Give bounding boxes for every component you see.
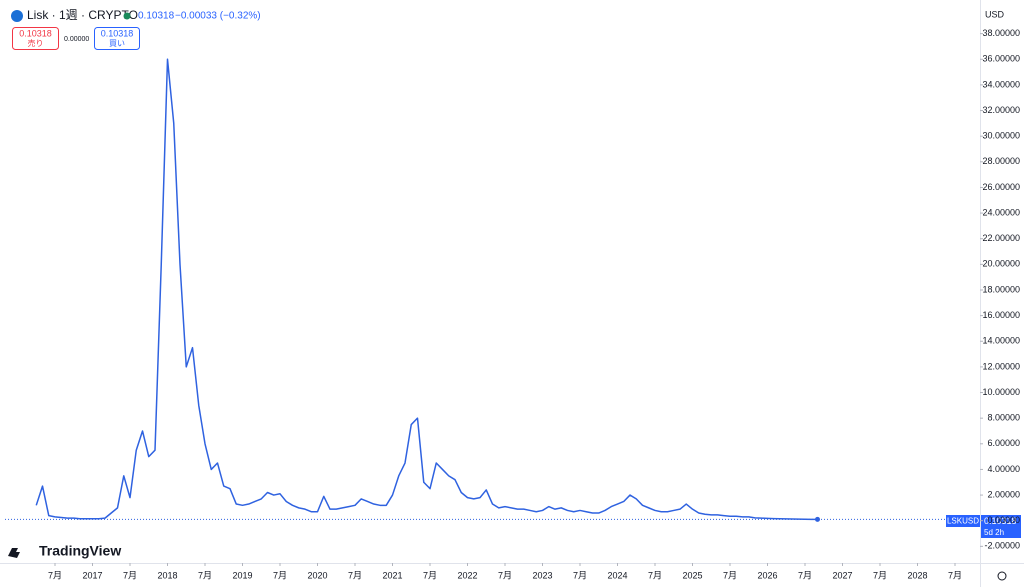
y-tick-label: 18.00000 (982, 284, 1020, 294)
sell-price: 0.10318 (19, 28, 52, 38)
plot (5, 58, 980, 522)
x-tick-label: 2017 (82, 570, 102, 580)
last-price: 0.10318 (138, 11, 175, 22)
x-tick-label: 7月 (948, 570, 962, 580)
y-tick-label: 22.00000 (982, 233, 1020, 243)
x-tick-label: 7月 (198, 570, 212, 580)
ticker: LSKUSD (947, 517, 979, 526)
buy-button[interactable] (94, 27, 140, 50)
price-tag-value: 0.10318 (984, 516, 1017, 526)
x-tick-label: 2022 (457, 570, 477, 580)
x-tick-label: 2026 (757, 570, 777, 580)
x-tick-label: 7月 (273, 570, 287, 580)
x-tick-label: 7月 (648, 570, 662, 580)
y-tick-label: 16.00000 (982, 310, 1020, 320)
x-tick-label: 2028 (907, 570, 927, 580)
spread: 0.00000 (64, 36, 89, 43)
x-tick-label: 7月 (873, 570, 887, 580)
y-tick-label: 6.00000 (987, 438, 1020, 448)
x-tick-label: 7月 (123, 570, 137, 580)
ticker-tag (946, 515, 980, 527)
legend-header: Lisk · 1週 · CRYPTO 0.10318 −0.00033 (−0.… (11, 8, 261, 50)
x-tick-label: 7月 (348, 570, 362, 580)
logo[interactable]: TradingView (39, 543, 121, 559)
x-tick-label: 7月 (723, 570, 737, 580)
x-tick-label: 7月 (498, 570, 512, 580)
x-tick-label: 7月 (423, 570, 437, 580)
settings-icon[interactable] (997, 571, 1007, 581)
x-tick-label: 7月 (48, 570, 62, 580)
y-tick-label: 36.00000 (982, 54, 1020, 64)
buy-label: 買い (109, 39, 125, 48)
price-change: −0.00033 (−0.32%) (175, 11, 261, 22)
x-tick-label: 2027 (832, 570, 852, 580)
x-tick-label: 2025 (682, 570, 702, 580)
logo-icon (8, 548, 20, 558)
price-line (35, 58, 818, 521)
x-tick-label: 2021 (382, 570, 402, 580)
x-tick-label: 2019 (232, 570, 252, 580)
symbol-icon (11, 10, 23, 22)
x-tick-label: 2024 (607, 570, 627, 580)
x-tick-label: 2018 (157, 570, 177, 580)
y-tick-label: 8.00000 (987, 413, 1020, 423)
sell-label: 売り (28, 38, 44, 48)
y-tick-label: 38.00000 (982, 28, 1020, 38)
x-tick-label: 7月 (798, 570, 812, 580)
price-tags: LSKUSD 5d 2h 0.10318 (946, 515, 1021, 538)
y-tick-label: 0.00000 (987, 515, 1020, 525)
currency[interactable]: USD (985, 9, 1005, 19)
y-tick-label: 28.00000 (982, 156, 1020, 166)
symbol-title[interactable]: Lisk · 1週 · CRYPTO (27, 8, 138, 22)
y-tick-label: 26.00000 (982, 182, 1020, 192)
last-price-dot (815, 516, 820, 522)
y-tick-label: 24.00000 (982, 207, 1020, 217)
buy-price: 0.10318 (101, 28, 134, 38)
y-tick-label: 10.00000 (982, 387, 1020, 397)
y-tick-label: 32.00000 (982, 105, 1020, 115)
countdown: 5d 2h (984, 528, 1004, 537)
sell-button[interactable] (12, 27, 59, 50)
x-tick-label: 7月 (573, 570, 587, 580)
y-tick-label: 34.00000 (982, 79, 1020, 89)
y-tick-label: 14.00000 (982, 336, 1020, 346)
y-tick-label: -2.00000 (984, 541, 1020, 551)
x-tick-label: 2020 (307, 570, 327, 580)
market-status[interactable] (123, 12, 131, 20)
y-tick-label: 20.00000 (982, 259, 1020, 269)
y-tick-label: 30.00000 (982, 131, 1020, 141)
y-tick-label: 2.00000 (987, 489, 1020, 499)
y-tick-label: 12.00000 (982, 361, 1020, 371)
x-tick-label: 2023 (532, 570, 552, 580)
price-tag (981, 515, 1021, 538)
y-tick-label: 4.00000 (987, 464, 1020, 474)
